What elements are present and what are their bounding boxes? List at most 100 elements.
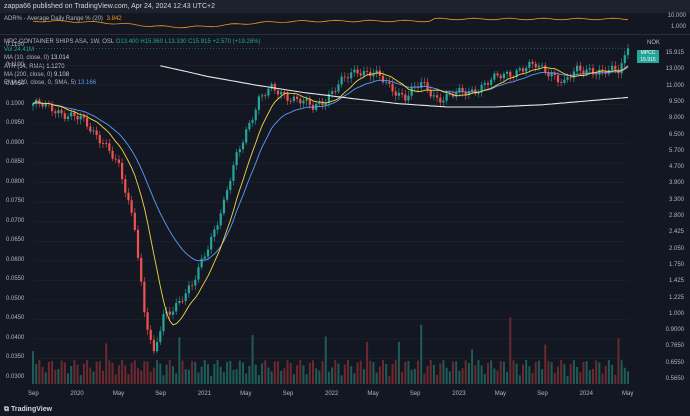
volume-bar: [38, 360, 41, 384]
candle-body: [203, 256, 206, 259]
candle-body: [44, 102, 47, 107]
volume-bar: [130, 362, 133, 384]
time-axis-tick: Sep: [282, 391, 294, 397]
volume-bar: [404, 361, 407, 384]
right-axis-tick: 13.000: [665, 66, 684, 73]
candle-body: [375, 70, 378, 74]
left-axis-tick: 0.1050: [6, 81, 25, 88]
volume-bar: [308, 362, 311, 384]
candle-body: [50, 103, 54, 112]
candle-body: [528, 61, 531, 68]
volume-bar: [340, 375, 343, 384]
candle-body: [295, 96, 299, 100]
volume-bar: [82, 363, 85, 384]
candle-body: [155, 341, 159, 352]
volume-bar: [407, 360, 410, 384]
volume-bar: [458, 370, 461, 384]
volume-bar: [162, 375, 165, 384]
volume-bar: [515, 363, 518, 384]
left-axis-tick: 0.0950: [6, 120, 25, 127]
adr-value: 3.842: [106, 16, 122, 22]
volume-bar: [92, 371, 95, 384]
right-axis-tick: 15.915: [665, 50, 684, 56]
volume-bar: [270, 371, 273, 384]
left-axis-tick: 0.0500: [6, 295, 25, 302]
volume-bar: [200, 366, 203, 384]
volume-bar: [439, 363, 442, 384]
candle-body: [579, 65, 582, 71]
left-axis-tick: 0.0600: [6, 256, 25, 263]
volume-bar: [378, 366, 381, 384]
candle-body: [238, 149, 241, 153]
candle-body: [108, 143, 111, 151]
volume-bar: [455, 361, 458, 384]
volume-bar: [60, 360, 63, 384]
volume-bar: [146, 361, 149, 384]
footer-bar: ⧉ TradingView: [0, 404, 690, 416]
volume-bar: [525, 360, 528, 384]
volume-bar: [216, 360, 219, 384]
candle-body: [486, 82, 490, 85]
volume-bar: [191, 360, 194, 384]
candle-body: [222, 199, 226, 214]
candle-body: [248, 122, 251, 130]
candle-body: [194, 279, 197, 286]
volume-bar: [557, 366, 559, 384]
price-chart[interactable]: [0, 34, 690, 390]
time-axis-tick: 2020: [70, 391, 84, 397]
candle-body: [540, 65, 544, 67]
candle-body: [308, 98, 311, 105]
volume-bar: [445, 367, 448, 384]
candle-body: [267, 88, 270, 96]
candle-body: [385, 81, 388, 83]
candle-body: [518, 68, 521, 71]
volume-bar: [534, 362, 537, 384]
volume-bar: [607, 360, 610, 384]
candle-body: [225, 190, 229, 200]
candle-body: [556, 74, 560, 83]
volume-bar: [614, 374, 617, 384]
volume-bar: [312, 360, 314, 384]
publisher-text: zappa66 published on TradingView.com, Ap…: [4, 3, 215, 10]
volume-bar: [327, 371, 330, 384]
tradingview-logo-icon: ⧉: [4, 406, 9, 413]
volume-bar: [187, 369, 190, 384]
volume-bar: [448, 371, 451, 384]
candle-body: [470, 89, 474, 92]
candle-body: [391, 83, 394, 92]
candle-body: [448, 93, 451, 95]
volume-bar: [385, 364, 388, 384]
candle-body: [591, 68, 595, 75]
time-axis-tick: Sep: [155, 391, 166, 397]
adr-label-text: ADR% - Average Daily Range % (20): [4, 16, 103, 22]
volume-bar: [579, 372, 582, 384]
legend-ema-value: 13.166: [77, 80, 97, 87]
candle-body: [187, 285, 191, 294]
tradingview-logo[interactable]: ⧉ TradingView: [4, 404, 52, 416]
candle-body: [31, 103, 35, 106]
volume-bar: [359, 360, 362, 384]
volume-bar: [496, 370, 499, 384]
candle-body: [264, 95, 267, 97]
candle-body: [623, 55, 626, 64]
candle-body: [435, 95, 439, 98]
volume-bar: [588, 370, 591, 384]
volume-bar: [140, 370, 143, 384]
candle-body: [343, 76, 346, 78]
candle-body: [372, 73, 375, 77]
candle-body: [442, 100, 445, 103]
candle-body: [582, 70, 585, 75]
candle-body: [420, 82, 423, 88]
time-axis-tick: 2023: [452, 391, 466, 397]
candle-body: [70, 112, 73, 117]
volume-bar: [350, 366, 353, 384]
volume-bar: [302, 365, 305, 384]
right-axis-tick: 11.000: [666, 82, 684, 89]
candle-body: [232, 165, 235, 181]
volume-bar: [375, 372, 378, 384]
volume-bar: [35, 364, 38, 384]
volume-bar: [318, 370, 321, 384]
candle-body: [89, 126, 92, 132]
volume-bar: [623, 367, 626, 384]
candle-body: [245, 129, 248, 143]
